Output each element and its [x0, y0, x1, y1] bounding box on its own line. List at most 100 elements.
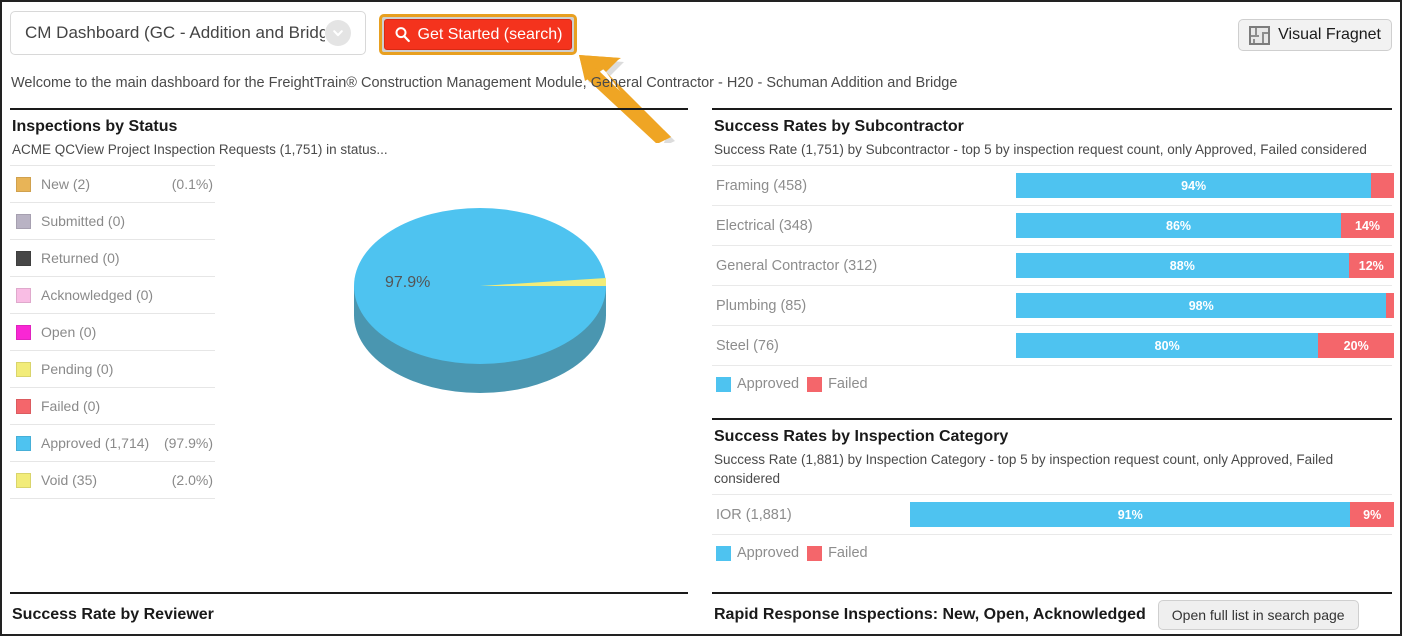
bar-segment-failed: 20% [1318, 333, 1394, 358]
chart-legend-label: Approved [737, 376, 800, 392]
dashboard-select-value: CM Dashboard (GC - Addition and Bridge) [25, 23, 325, 42]
panel-inspections-by-status: Inspections by Status ACME QCView Projec… [10, 108, 688, 499]
left-column: Inspections by Status ACME QCView Projec… [10, 108, 688, 499]
bar-row-label: Framing (458) [716, 177, 808, 194]
bar-row-label: General Contractor (312) [716, 257, 878, 274]
page-title-subcontractor: Success Rates by Subcontractor [714, 118, 964, 135]
bar-row-label: Plumbing (85) [716, 297, 807, 314]
chart-legend-item[interactable]: Failed [807, 545, 868, 561]
panel-success-by-category: Success Rates by Inspection Category Suc… [712, 418, 1394, 571]
bar-row-label: Steel (76) [716, 337, 779, 354]
status-legend-label: Submitted (0) [41, 213, 126, 229]
status-legend-row[interactable]: Returned (0) [10, 239, 215, 276]
page-title-rapid-response: Rapid Response Inspections: New, Open, A… [714, 606, 1146, 623]
category-chart-legend: Approved Failed [712, 534, 1392, 571]
panel-subtitle-category: Success Rate (1,881) by Inspection Categ… [714, 452, 1334, 486]
status-legend-row[interactable]: Pending (0) [10, 350, 215, 387]
stacked-bar-track: 80% 20% [1016, 333, 1394, 358]
status-legend-label: Approved (1,714) [41, 435, 150, 451]
panel-success-by-reviewer: Success Rate by Reviewer [10, 592, 688, 636]
chevron-down-icon[interactable] [325, 20, 351, 46]
get-started-label: Get Started (search) [417, 25, 563, 43]
page-title-inspections: Inspections by Status [12, 118, 178, 135]
stacked-bar-track: 88% 12% [1016, 253, 1394, 278]
dashboard-select[interactable]: CM Dashboard (GC - Addition and Bridge) [10, 11, 366, 55]
pie-slice-label: 97.9% [385, 274, 431, 291]
bar-row-label: Electrical (348) [716, 217, 813, 234]
chart-legend-label: Failed [828, 545, 868, 561]
get-started-button[interactable]: Get Started (search) [384, 19, 572, 50]
bar-segment-failed: 9% [1350, 502, 1394, 527]
status-color-swatch [16, 287, 31, 303]
status-legend-row[interactable]: Submitted (0) [10, 202, 215, 239]
chart-legend-item[interactable]: Approved [716, 545, 799, 561]
status-legend-percent: (0.1%) [171, 176, 213, 192]
panel-subtitle-inspections: ACME QCView Project Inspection Requests … [12, 142, 388, 157]
welcome-text: Welcome to the main dashboard for the Fr… [11, 75, 958, 91]
open-full-list-button[interactable]: Open full list in search page [1157, 600, 1359, 630]
status-color-swatch [16, 361, 31, 377]
stacked-bar-track: 91% 9% [910, 502, 1394, 527]
status-legend-label: New (2) [41, 176, 91, 192]
status-legend-label: Void (35) [41, 472, 98, 488]
pie-svg [354, 208, 606, 393]
bar-row[interactable]: Framing (458) 94% [712, 165, 1394, 205]
subcontractor-chart-legend: Approved Failed [712, 365, 1392, 402]
stacked-bar-track: 86% 14% [1016, 213, 1394, 238]
stacked-bar-track: 98% [1016, 293, 1394, 318]
chart-legend-swatch [807, 376, 823, 392]
chart-legend-label: Failed [828, 376, 868, 392]
bar-row[interactable]: IOR (1,881) 91% 9% [712, 494, 1394, 534]
status-legend-row[interactable]: Acknowledged (0) [10, 276, 215, 313]
panel-subtitle-subcontractor: Success Rate (1,751) by Subcontractor - … [714, 142, 1367, 157]
status-color-swatch [16, 250, 31, 266]
status-color-swatch [16, 213, 31, 229]
status-legend-row[interactable]: Void (35) (2.0%) [10, 461, 215, 499]
status-legend-list: New (2) (0.1%) Submitted (0) Returned (0) Ac… [10, 165, 215, 499]
visual-fragnet-label: Visual Fragnet [1278, 26, 1381, 43]
visual-fragnet-button[interactable]: Visual Fragnet [1238, 19, 1392, 51]
category-bar-list: IOR (1,881) 91% 9% [712, 494, 1394, 534]
status-legend-row[interactable]: Failed (0) [10, 387, 215, 424]
panel-success-by-subcontractor: Success Rates by Subcontractor Success R… [712, 108, 1394, 402]
bar-segment-approved: 91% [910, 502, 1351, 527]
search-icon [395, 27, 410, 43]
chart-legend-item[interactable]: Approved [716, 376, 799, 392]
inspections-pie-chart: 97.9% [340, 190, 630, 420]
bar-segment-approved: 80% [1016, 333, 1319, 358]
bar-segment-approved: 98% [1016, 293, 1387, 318]
grid-layout-icon [1249, 25, 1271, 45]
status-legend-label: Failed (0) [41, 398, 101, 414]
bar-segment-failed: 14% [1341, 213, 1394, 238]
status-legend-label: Returned (0) [41, 250, 120, 266]
stacked-bar-track: 94% [1016, 173, 1394, 198]
bar-segment-failed [1386, 293, 1394, 318]
status-color-swatch [16, 472, 31, 488]
bar-segment-approved: 88% [1016, 253, 1349, 278]
status-legend-row[interactable]: Open (0) [10, 313, 215, 350]
right-column: Success Rates by Subcontractor Success R… [712, 108, 1394, 571]
bar-row-label: IOR (1,881) [716, 506, 792, 523]
status-legend-row[interactable]: New (2) (0.1%) [10, 165, 215, 202]
chart-legend-swatch [716, 376, 731, 392]
bar-row[interactable]: General Contractor (312) 88% 12% [712, 245, 1394, 285]
status-color-swatch [16, 324, 31, 340]
bar-row[interactable]: Electrical (348) 86% 14% [712, 205, 1394, 245]
page-title-category: Success Rates by Inspection Category [714, 428, 1009, 445]
status-legend-label: Acknowledged (0) [41, 287, 154, 303]
bar-row[interactable]: Steel (76) 80% 20% [712, 325, 1394, 365]
status-legend-label: Pending (0) [41, 361, 114, 377]
get-started-highlight: Get Started (search) [379, 14, 577, 55]
chart-legend-item[interactable]: Failed [807, 376, 868, 392]
top-bar: CM Dashboard (GC - Addition and Bridge) … [0, 0, 1402, 143]
bar-segment-approved: 94% [1016, 173, 1372, 198]
status-color-swatch [16, 176, 31, 192]
page-title-reviewer: Success Rate by Reviewer [12, 606, 214, 623]
bar-segment-approved: 86% [1016, 213, 1342, 238]
status-legend-row[interactable]: Approved (1,714) (97.9%) [10, 424, 215, 461]
chart-legend-swatch [807, 545, 823, 561]
status-legend-label: Open (0) [41, 324, 97, 340]
panel-rapid-response: Rapid Response Inspections: New, Open, A… [712, 592, 1392, 636]
bar-row[interactable]: Plumbing (85) 98% [712, 285, 1394, 325]
status-color-swatch [16, 398, 31, 414]
